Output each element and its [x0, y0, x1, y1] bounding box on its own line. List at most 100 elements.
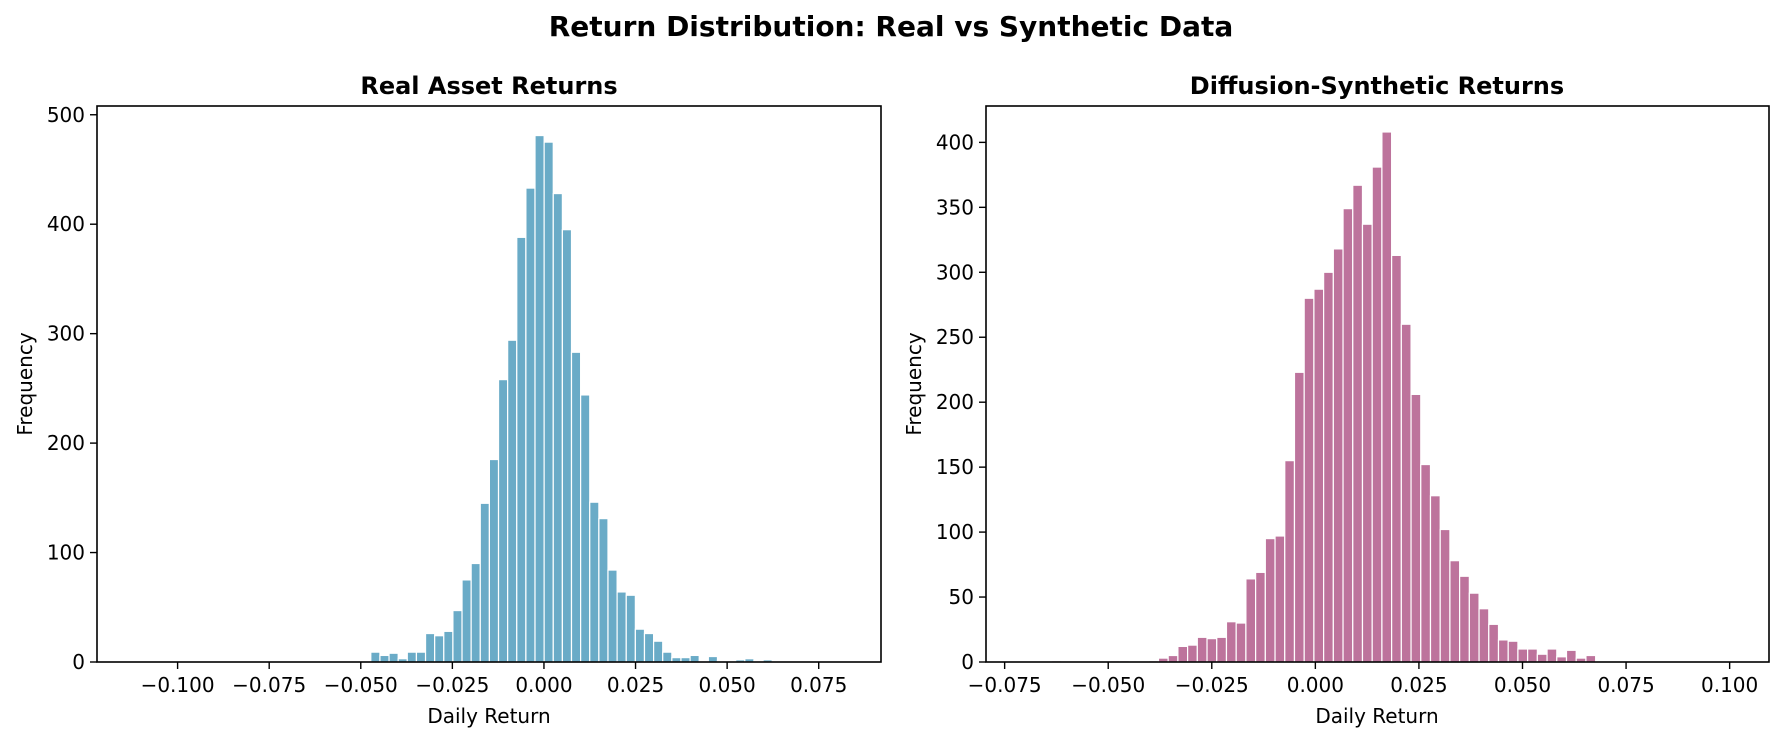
synthetic-returns-bar [1536, 653, 1548, 663]
synthetic-returns-x-tick-label: 0.100 [1701, 673, 1758, 697]
synthetic-returns-x-tick-label: 0.050 [1494, 673, 1551, 697]
real-returns-y-tick-label: 300 [47, 322, 85, 346]
synthetic-returns-y-axis: 0 50 100 150 200 250 300 350 400 [936, 130, 986, 674]
real-returns-x-tick-label: 0.000 [515, 673, 572, 697]
real-returns-bar [452, 609, 463, 663]
real-returns-bar [379, 654, 390, 663]
synthetic-returns-bar [1313, 288, 1325, 663]
synthetic-returns-bar [1196, 636, 1208, 663]
real-returns-y-tick-label: 500 [47, 103, 85, 127]
real-returns-bar [561, 229, 573, 663]
real-returns-bar [534, 134, 545, 663]
synthetic-returns-bar [1293, 371, 1305, 663]
real-returns-x-tick-label: −0.100 [141, 673, 215, 697]
synthetic-returns-histogram: Diffusion-Synthetic Returns 0 50 100 150 200… [902, 72, 1770, 728]
real-returns-y-axis: 0 100 200 300 400 500 [47, 103, 97, 674]
synthetic-returns-x-tick-label: 0.000 [1287, 673, 1344, 697]
real-returns-bar [643, 632, 655, 663]
real-returns-y-tick-label: 100 [47, 541, 85, 565]
synthetic-returns-bar [1206, 638, 1218, 663]
synthetic-returns-y-tick-label: 200 [936, 390, 974, 414]
real-returns-bar [689, 654, 700, 663]
real-returns-title: Real Asset Returns [360, 72, 617, 100]
real-returns-y-label: Frequency [13, 332, 37, 435]
real-returns-x-tick-label: −0.025 [415, 673, 489, 697]
synthetic-returns-x-tick-label: −0.075 [968, 673, 1042, 697]
synthetic-returns-bar [1187, 644, 1198, 663]
real-returns-bar [589, 501, 600, 663]
real-returns-bar [516, 236, 527, 663]
real-returns-bar [406, 651, 418, 663]
synthetic-returns-bar [1517, 648, 1529, 663]
real-returns-bar [607, 569, 618, 663]
synthetic-returns-y-tick-label: 250 [936, 325, 974, 349]
real-returns-x-tick-label: 0.050 [698, 673, 755, 697]
real-returns-x-tick-label: 0.075 [790, 673, 847, 697]
synthetic-returns-bar [1497, 639, 1509, 663]
synthetic-returns-bar [1410, 393, 1422, 663]
synthetic-returns-bar [1284, 460, 1296, 663]
synthetic-returns-bar [1507, 640, 1519, 663]
synthetic-returns-bar [1323, 271, 1334, 663]
synthetic-returns-bar [1352, 184, 1364, 663]
real-returns-x-tick-label: −0.050 [324, 673, 398, 697]
real-returns-bar [525, 187, 536, 663]
synthetic-returns-bar [1342, 208, 1354, 663]
real-returns-bar [434, 635, 445, 663]
real-returns-bars [342, 134, 773, 663]
real-returns-x-label: Daily Return [427, 704, 550, 728]
synthetic-returns-bar [1235, 622, 1247, 663]
synthetic-returns-bar [1429, 495, 1441, 663]
real-returns-bar [443, 630, 454, 663]
real-returns-plot-frame [96, 105, 882, 663]
synthetic-returns-bar [1527, 648, 1538, 663]
real-returns-bar [652, 640, 664, 663]
real-returns-bar [707, 655, 719, 663]
synthetic-returns-bar [1255, 571, 1266, 663]
synthetic-returns-bar [1225, 621, 1237, 663]
synthetic-returns-bar [1264, 537, 1276, 663]
synthetic-returns-bar [1546, 648, 1558, 663]
real-returns-bar [570, 351, 582, 663]
synthetic-returns-x-tick-label: 0.025 [1390, 673, 1447, 697]
real-returns-bar [370, 651, 381, 663]
real-returns-y-tick-label: 200 [47, 431, 85, 455]
real-returns-bar [488, 458, 500, 663]
real-returns-bar [552, 192, 563, 663]
synthetic-returns-bar [1303, 297, 1315, 663]
synthetic-returns-bar [1420, 463, 1432, 663]
synthetic-returns-bar [1381, 131, 1393, 663]
real-returns-x-tick-label: 0.025 [607, 673, 664, 697]
synthetic-returns-bar [1371, 166, 1383, 663]
synthetic-returns-title: Diffusion-Synthetic Returns [1190, 72, 1564, 100]
real-returns-bar [616, 591, 627, 663]
synthetic-returns-bar [1585, 654, 1597, 663]
real-returns-bar [424, 632, 436, 663]
synthetic-returns-bar [1400, 323, 1412, 663]
real-returns-bar [470, 562, 481, 663]
synthetic-returns-bar [1459, 575, 1470, 663]
real-returns-y-tick-label: 0 [72, 650, 85, 674]
real-returns-y-tick-label: 400 [47, 212, 85, 236]
real-returns-bar [388, 652, 399, 663]
synthetic-returns-bar [1478, 608, 1490, 663]
real-returns-bar [543, 141, 554, 663]
synthetic-returns-y-tick-label: 0 [961, 650, 974, 674]
synthetic-returns-bar [1391, 254, 1402, 663]
synthetic-returns-bar [1274, 535, 1286, 663]
synthetic-returns-y-tick-label: 50 [949, 585, 974, 609]
real-returns-bar [634, 628, 646, 663]
synthetic-returns-bar [1216, 636, 1228, 663]
synthetic-returns-bar [1361, 223, 1373, 663]
synthetic-returns-bar [1468, 592, 1480, 663]
synthetic-returns-x-label: Daily Return [1315, 704, 1438, 728]
synthetic-returns-bar [1449, 560, 1461, 663]
synthetic-returns-plot-frame [985, 105, 1770, 663]
synthetic-returns-bar [1439, 528, 1451, 663]
synthetic-returns-y-tick-label: 300 [936, 260, 974, 284]
real-returns-bar [415, 651, 427, 663]
synthetic-returns-y-label: Frequency [902, 332, 926, 435]
synthetic-returns-bars [1050, 131, 1597, 663]
figure-title: Return Distribution: Real vs Synthetic D… [549, 10, 1234, 43]
synthetic-returns-bar [1332, 248, 1344, 663]
